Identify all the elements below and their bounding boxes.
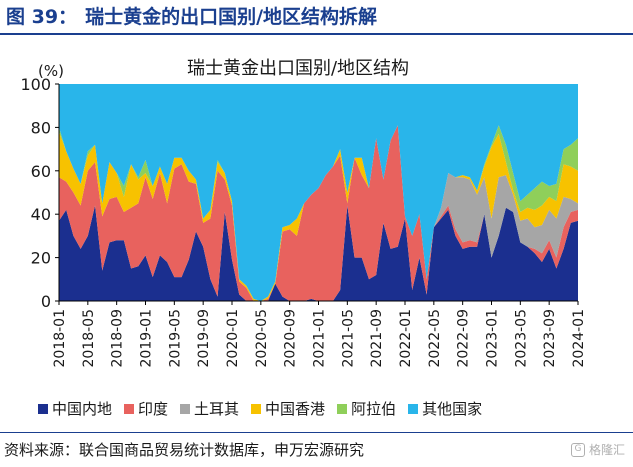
legend-item-3: 中国香港 [251, 398, 325, 419]
axes-group: 0 20 40 60 80 100 2018-01 2018-05 2018-09 2019-01… [20, 75, 587, 368]
y-tick-label: 0 [41, 292, 51, 311]
x-tick-label: 2022-05 [427, 309, 443, 368]
watermark-text: 格隆汇 [588, 443, 625, 457]
legend-swatch [337, 403, 348, 414]
x-tick-label: 2019-09 [196, 309, 212, 368]
chart-title: 瑞士黄金出口国别/地区结构 [187, 58, 409, 79]
figure-title-text: 瑞士黄金的出口国别/地区结构拆解 [85, 6, 378, 28]
x-tick-label: 2021-05 [340, 309, 356, 368]
x-tick-label: 2023-05 [513, 309, 529, 368]
x-tick-label: 2019-05 [167, 309, 183, 368]
y-tick-label: 20 [31, 249, 51, 268]
x-tick-label: 2018-05 [81, 309, 97, 368]
legend-label: 阿拉伯 [351, 400, 397, 418]
x-tick-label: 2022-01 [398, 309, 414, 368]
area-series-1 [59, 125, 578, 301]
y-tick-label: 60 [31, 162, 51, 181]
x-tick-label: 2024-01 [571, 309, 587, 368]
x-tick-label: 2020-01 [225, 309, 241, 368]
legend-item-2: 土耳其 [180, 398, 239, 419]
area-series-5 [59, 84, 578, 301]
y-tick-label: 80 [31, 118, 51, 137]
legend-swatch [251, 403, 262, 414]
x-tick-label: 2021-01 [312, 309, 328, 368]
legend-swatch [408, 403, 419, 414]
x-tick-label: 2023-01 [485, 309, 501, 368]
x-tick-label: 2021-09 [369, 309, 385, 368]
figure-title: 图 39： 瑞士黄金的出口国别/地区结构拆解 [6, 2, 385, 29]
y-tick-label: 40 [31, 205, 51, 224]
legend-label: 印度 [138, 400, 169, 418]
area-series-2 [59, 125, 578, 301]
stacked-area-chart: 瑞士黄金出口国别/地区结构 (%) 0 20 40 60 80 100 2018-01 201… [20, 58, 587, 368]
source-note: 资料来源：联合国商品贸易统计数据库，申万宏源研究 [4, 441, 365, 459]
x-tick-label: 2023-09 [542, 309, 558, 368]
x-tick-label: 2022-09 [456, 309, 472, 368]
x-tick-label: 2020-05 [254, 309, 270, 368]
source-divider [0, 432, 633, 433]
watermark-logo-icon: G [570, 442, 585, 457]
legend: 中国内地 印度 土耳其 中国香港 阿拉伯 其他国家 [38, 398, 482, 419]
x-tick-label: 2018-09 [110, 309, 126, 368]
legend-item-4: 阿拉伯 [337, 398, 396, 419]
x-tick-label: 2019-01 [139, 309, 155, 368]
legend-swatch [38, 403, 48, 414]
legend-item-1: 印度 [124, 398, 168, 419]
legend-label: 中国内地 [52, 400, 113, 418]
legend-label: 土耳其 [194, 400, 240, 418]
x-tick-label: 2018-01 [52, 309, 68, 368]
legend-swatch [124, 403, 135, 414]
x-tick-label: 2020-09 [283, 309, 299, 368]
area-series-group [59, 84, 578, 301]
title-divider [0, 33, 633, 35]
figure-label: 图 39： [6, 6, 78, 28]
area-series-0 [59, 205, 578, 301]
legend-item-0: 中国内地 [38, 398, 112, 419]
legend-item-5: 其他国家 [408, 398, 482, 419]
y-axis-unit: (%) [38, 62, 64, 80]
legend-swatch [180, 403, 191, 414]
legend-label: 中国香港 [265, 400, 326, 418]
y-tick-label: 100 [20, 75, 51, 94]
legend-label: 其他国家 [422, 400, 483, 418]
watermark: G 格隆汇 [570, 441, 625, 458]
